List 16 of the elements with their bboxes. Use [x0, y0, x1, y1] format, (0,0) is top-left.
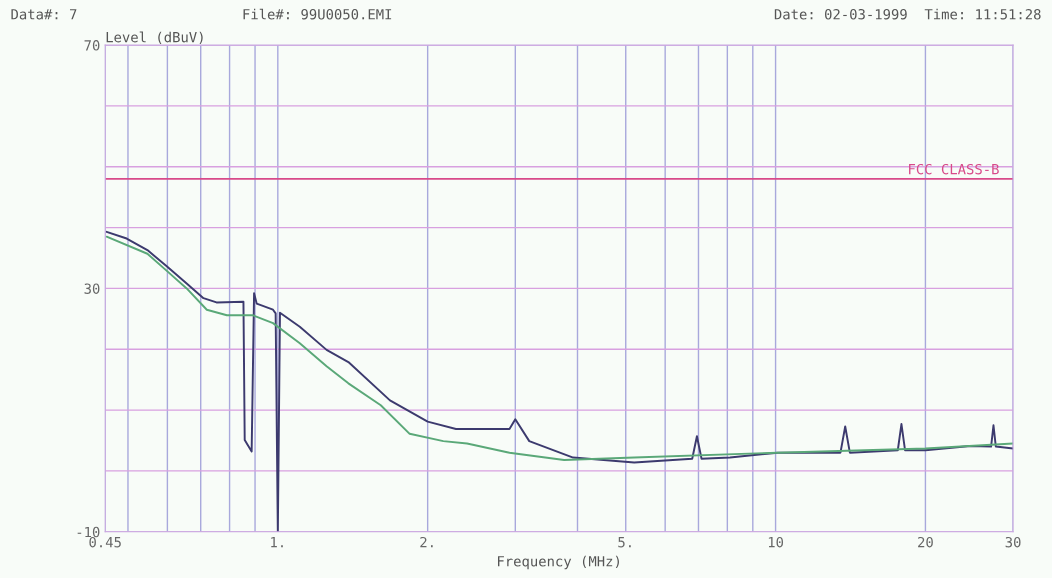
y-tick-label: 70 [84, 40, 100, 51]
x-tick-label: 5. [618, 537, 631, 548]
x-tick-label: 0.45 [89, 536, 121, 548]
x-tick-label: 30 [1005, 536, 1021, 548]
y-axis-title: Level (dBuV) [106, 31, 203, 45]
y-tick-label: -10 [77, 526, 100, 538]
x-tick-label: 20 [918, 536, 933, 548]
text: Data#: 7 [11, 9, 77, 20]
y-tick-label: 30 [84, 283, 100, 294]
ref-line-label: FCC CLASS-B [909, 163, 999, 175]
x-axis-title: Frequency (MHz) [498, 555, 619, 570]
x-tick-label: 1. [271, 537, 283, 548]
x-tick-label: 10 [768, 536, 784, 548]
text: File#: 99U0050.EMI [243, 8, 392, 20]
text: Date: 02-03-1999 Time: 11:51:28 [774, 8, 1041, 20]
x-tick-label: 2. [420, 536, 433, 548]
